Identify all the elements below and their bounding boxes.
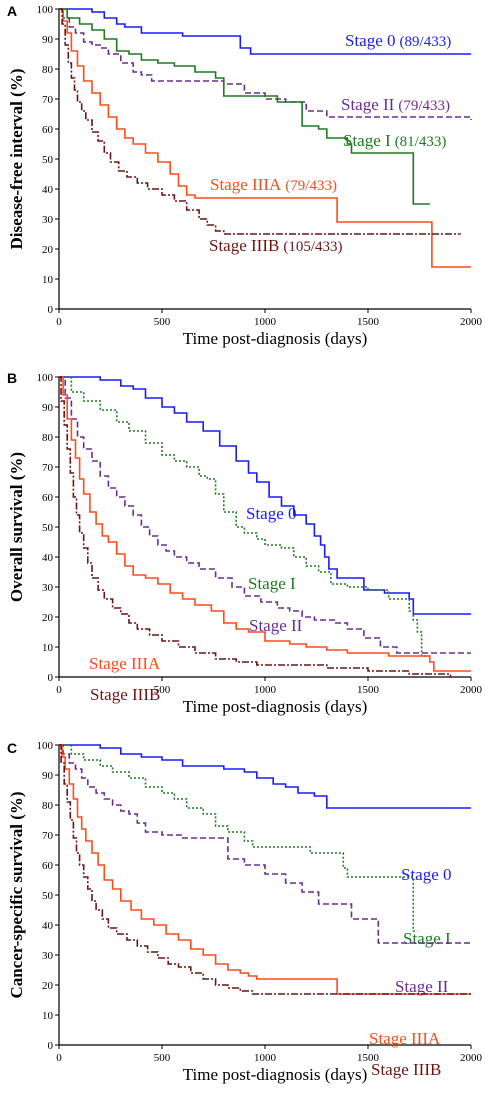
p2-x-tick-label: 1500 <box>357 684 380 696</box>
p1-x-tick-label: 0 <box>56 316 62 328</box>
p1-y-tick-label: 30 <box>42 214 54 226</box>
p1-y-tick-label: 100 <box>37 4 54 16</box>
p1-y-tick-label: 50 <box>42 154 54 166</box>
p2-label-stage-0: Stage 0 <box>246 504 297 523</box>
p3-label-stage-ii: Stage II <box>395 977 449 996</box>
p2-x-tick-label: 2000 <box>460 684 483 696</box>
p3-line-stage-iiib <box>59 744 471 995</box>
p2-y-tick-label: 40 <box>42 552 54 564</box>
p3-label-stage-0: Stage 0 <box>401 865 452 884</box>
p3-y-tick-label: 30 <box>42 950 54 962</box>
p3-y-tick-label: 80 <box>42 800 54 812</box>
p3-x-tick-label: 1500 <box>357 1052 380 1064</box>
p2-label-stage-iiib: Stage IIIB <box>90 685 160 704</box>
p1-label-stage-iiib: Stage IIIB (105/433) <box>209 236 343 255</box>
p3-label-stage-iiib: Stage IIIB <box>371 1060 441 1079</box>
p3-y-tick-label: 20 <box>42 980 54 992</box>
p3-x-axis-title: Time post-diagnosis (days) <box>183 1065 368 1084</box>
p2-y-tick-label: 50 <box>42 522 54 534</box>
p3-y-axis-title: Cancer-specific survival (%) <box>7 791 26 998</box>
p2-y-tick-label: 100 <box>37 372 54 384</box>
p2-y-tick-label: 90 <box>42 402 54 414</box>
p1-label-stage-0: Stage 0 (89/433) <box>345 31 451 50</box>
p1-y-tick-label: 40 <box>42 184 54 196</box>
p1-line-stage-iiib <box>59 8 461 235</box>
p1-y-tick-label: 90 <box>42 34 54 46</box>
p3-y-tick-label: 100 <box>37 740 54 752</box>
p3-y-tick-label: 50 <box>42 890 54 902</box>
p1-x-tick-label: 500 <box>154 316 171 328</box>
p3-line-stage-i <box>59 744 418 932</box>
p2-x-tick-label: 500 <box>154 684 171 696</box>
p2-y-tick-label: 80 <box>42 432 54 444</box>
p2-line-stage-i <box>59 376 430 657</box>
p2-label-stage-i: Stage I <box>248 574 296 593</box>
p2-label-stage-iiia: Stage IIIA <box>89 654 161 673</box>
p2-y-tick-label: 20 <box>42 612 54 624</box>
p1-x-axis-title: Time post-diagnosis (days) <box>183 329 368 348</box>
p1-label-stage-i: Stage I (81/433) <box>343 131 446 150</box>
p2-x-tick-label: 1000 <box>254 684 277 696</box>
p3-panel-letter: C <box>7 740 17 756</box>
p1-x-tick-label: 2000 <box>460 316 483 328</box>
p1-panel-letter: A <box>7 3 17 19</box>
p3-y-tick-label: 40 <box>42 920 54 932</box>
p2-line-stage-iiia <box>59 376 471 672</box>
p1-label-stage-ii: Stage II (79/433) <box>341 95 450 114</box>
p2-y-tick-label: 0 <box>48 672 54 684</box>
p2-y-tick-label: 70 <box>42 462 54 474</box>
p1-x-tick-label: 1500 <box>357 316 380 328</box>
p2-y-tick-label: 10 <box>42 642 54 654</box>
p1-line-stage-iiia <box>59 8 471 268</box>
p3-line-stage-0 <box>59 744 471 809</box>
p2-x-axis-title: Time post-diagnosis (days) <box>183 697 368 716</box>
p3-line-stage-iiia <box>59 744 471 995</box>
p2-x-tick-label: 0 <box>56 684 62 696</box>
p3-y-tick-label: 70 <box>42 830 54 842</box>
p1-label-stage-iiia: Stage IIIA (79/433) <box>210 175 337 194</box>
p1-y-tick-label: 20 <box>42 244 54 256</box>
p3-y-tick-label: 90 <box>42 770 54 782</box>
p2-panel-letter: B <box>7 370 17 386</box>
p3-x-tick-label: 500 <box>154 1052 171 1064</box>
p1-y-tick-label: 0 <box>48 304 54 316</box>
p2-label-stage-ii: Stage II <box>249 616 303 635</box>
p3-x-tick-label: 2000 <box>460 1052 483 1064</box>
p3-label-stage-i: Stage I <box>403 929 451 948</box>
p1-line-stage-0 <box>59 8 471 55</box>
p1-y-tick-label: 80 <box>42 64 54 76</box>
p3-label-stage-iiia: Stage IIIA <box>369 1029 441 1048</box>
p3-x-tick-label: 0 <box>56 1052 62 1064</box>
p1-y-tick-label: 60 <box>42 124 54 136</box>
p2-y-tick-label: 60 <box>42 492 54 504</box>
p3-y-tick-label: 0 <box>48 1040 54 1052</box>
p3-line-stage-ii <box>59 744 471 944</box>
p3-y-tick-label: 60 <box>42 860 54 872</box>
p3-x-tick-label: 1000 <box>254 1052 277 1064</box>
p1-line-stage-i <box>59 8 430 205</box>
p1-y-axis-title: Disease-free interval (%) <box>7 69 26 250</box>
p1-x-tick-label: 1000 <box>254 316 277 328</box>
p2-y-tick-label: 30 <box>42 582 54 594</box>
p2-line-stage-iiib <box>59 376 452 677</box>
p1-y-tick-label: 70 <box>42 94 54 106</box>
p3-y-tick-label: 10 <box>42 1010 54 1022</box>
p2-y-axis-title: Overall survival (%) <box>7 452 26 602</box>
p1-y-tick-label: 10 <box>42 274 54 286</box>
p2-line-stage-0 <box>59 376 471 615</box>
p2-line-stage-ii <box>59 376 471 654</box>
